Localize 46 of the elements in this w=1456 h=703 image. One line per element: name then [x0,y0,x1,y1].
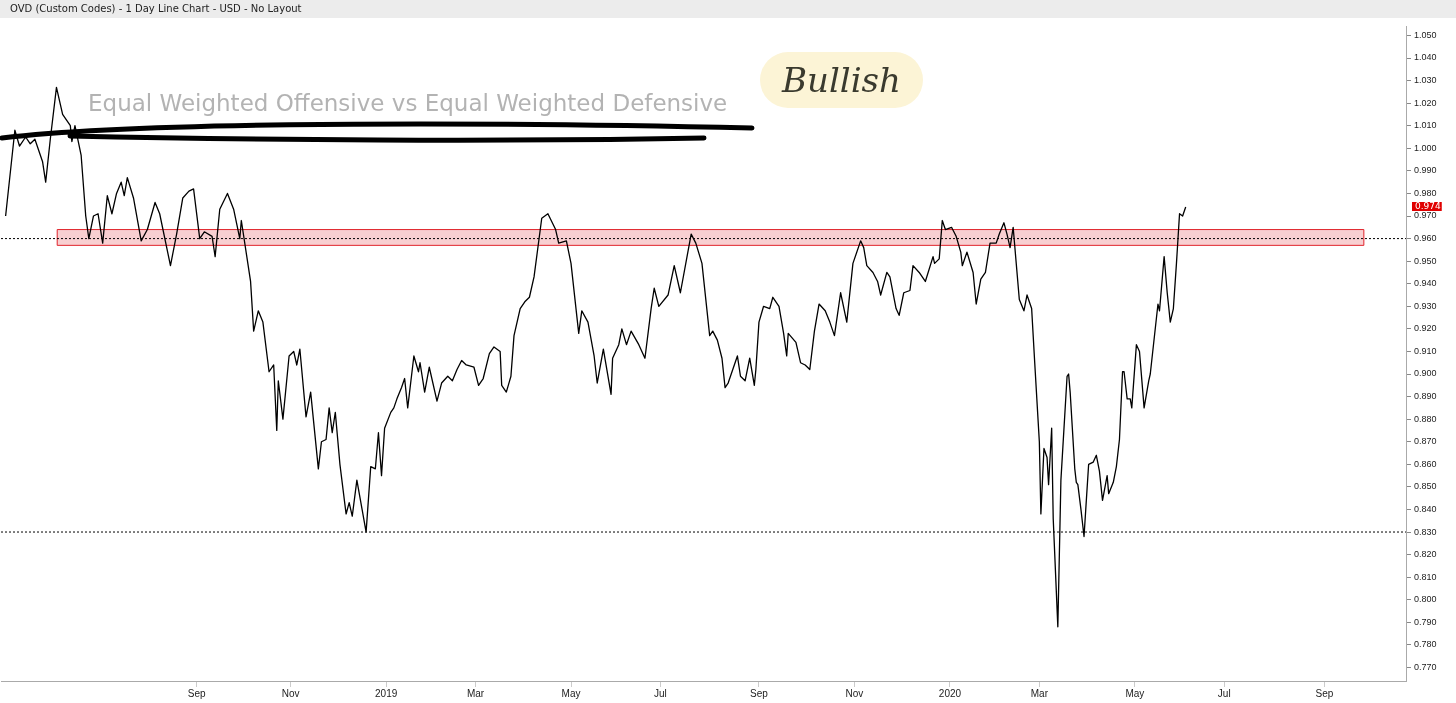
x-tick-label: Mar [1030,687,1049,699]
y-tick-label: 0.890 [1414,391,1437,402]
chart-subtitle: OVD (Custom Codes) - 1 Day Line Chart - USD - No Layout [0,0,1456,18]
x-tick-label: Jul [653,687,667,699]
y-tick-label: 1.010 [1414,120,1437,131]
y-tick-label: 0.940 [1414,278,1437,289]
y-tick-label: 0.850 [1414,481,1437,492]
y-tick-label: 1.040 [1414,52,1437,63]
y-tick-label: 1.050 [1414,29,1437,40]
y-tick-label: 0.930 [1414,300,1437,311]
y-tick-label: 0.980 [1414,187,1437,198]
x-tick-label: May [1125,687,1145,699]
x-tick-label: 2020 [938,687,962,699]
y-tick-label: 0.880 [1414,413,1437,424]
x-tick-label: 2019 [375,687,398,699]
y-tick-label: 0.790 [1414,616,1437,627]
x-tick-label: Nov [845,687,864,699]
text: Equal Weighted Offensive vs Equal Weighted Defensive [88,90,728,116]
y-tick-label: 0.900 [1414,368,1437,379]
y-tick-label: 0.800 [1414,594,1437,605]
y-tick-label: 0.810 [1414,571,1437,582]
x-tick-label: Sep [750,687,769,699]
x-tick-label: Sep [187,687,206,699]
x-tick-label: Mar [466,687,485,699]
y-tick-label: 0.770 [1414,661,1437,672]
y-tick-label: 0.860 [1414,458,1437,469]
y-tick-label: 0.920 [1414,323,1437,334]
y-tick-label: 1.020 [1414,97,1437,108]
text: 0.974 [1415,201,1442,212]
y-tick-label: 0.820 [1414,549,1437,560]
y-tick-label: 0.970 [1414,210,1437,221]
x-tick-label: May [561,687,581,699]
y-tick-label: 0.870 [1414,436,1437,447]
y-tick-label: 1.000 [1414,142,1437,153]
y-tick-label: 0.910 [1414,345,1437,356]
y-tick-label: 0.780 [1414,639,1437,650]
y-tick-label: 0.950 [1414,255,1437,266]
x-tick-label: Jul [1217,687,1231,699]
annotation: Bullish [760,52,923,108]
y-tick-label: 1.030 [1414,75,1437,86]
y-tick-label: 0.990 [1414,165,1437,176]
y-tick-label: 0.840 [1414,503,1437,514]
x-tick-label: Nov [281,687,300,699]
y-tick-label: 0.960 [1414,233,1437,244]
y-tick-label: 0.830 [1414,526,1437,537]
x-tick-label: Sep [1315,687,1334,699]
